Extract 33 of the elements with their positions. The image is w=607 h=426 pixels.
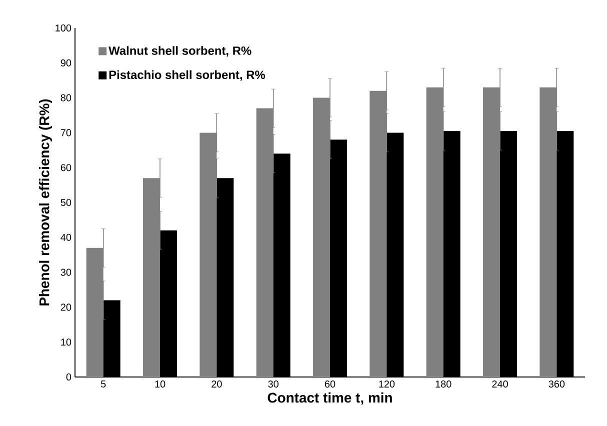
x-axis-title: Contact time t, min xyxy=(268,392,392,405)
y-tick-label: 100 xyxy=(56,24,72,32)
y-tick-label: 80 xyxy=(60,94,72,102)
x-tick-label: 360 xyxy=(548,380,565,388)
bar xyxy=(200,132,217,377)
x-tick-label: 20 xyxy=(212,380,222,388)
x-tick-label: 10 xyxy=(155,380,166,388)
y-tick-label: 40 xyxy=(60,234,72,241)
y-tick-label: 10 xyxy=(61,338,72,346)
y-tick-label: 50 xyxy=(60,198,72,206)
bar xyxy=(370,90,387,377)
bar xyxy=(86,248,104,377)
bar xyxy=(313,98,330,377)
bar xyxy=(256,108,274,377)
y-tick-label: 70 xyxy=(60,129,72,136)
x-tick-label: 120 xyxy=(379,380,395,388)
y-tick-label: 20 xyxy=(60,304,72,311)
x-tick-label: 180 xyxy=(436,380,452,388)
x-tick-label: 5 xyxy=(100,380,106,388)
legend-label: Walnut shell sorbent, R% xyxy=(108,46,252,57)
bar xyxy=(540,87,557,377)
y-tick-label: 90 xyxy=(60,59,72,66)
bar xyxy=(483,87,500,377)
legend-label: Pistachio shell sorbent, R% xyxy=(109,70,266,81)
y-axis-title: Phenol removal efficiency (R%) xyxy=(39,99,52,306)
bar xyxy=(426,87,444,377)
bar xyxy=(143,178,160,377)
x-tick-label: 30 xyxy=(268,380,278,388)
x-tick-label: 240 xyxy=(492,380,508,388)
y-tick-label: 60 xyxy=(60,164,72,172)
y-tick-label: 30 xyxy=(60,268,72,276)
x-tick-label: 60 xyxy=(324,380,336,388)
y-tick-label: 0 xyxy=(66,373,72,381)
